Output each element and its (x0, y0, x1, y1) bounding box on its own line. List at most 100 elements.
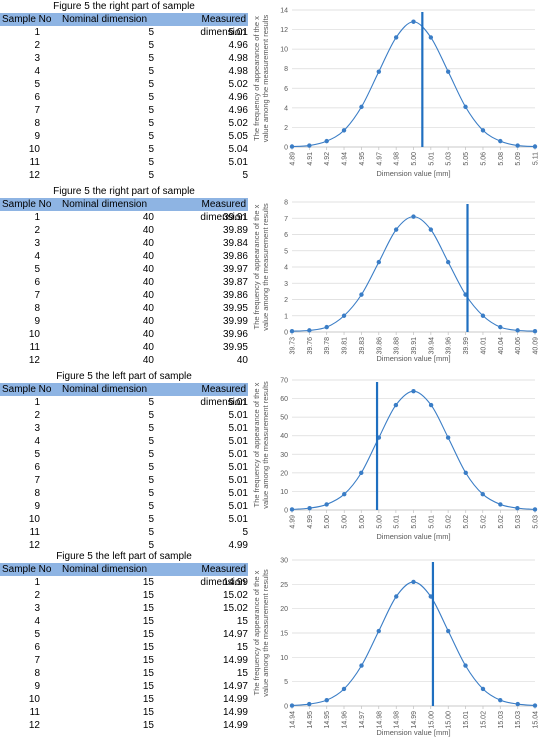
y-axis-title: The frequency of appearance of the x (252, 382, 261, 507)
cell: 5 (148, 462, 154, 473)
chart: 0 5 10 15 20 25 30 14.94 14.95 14.95 14.96 14.97 14.… (250, 550, 550, 741)
table-row: 2 40 39.89 (0, 224, 248, 237)
table: Figure 5 the left part of sample Sample N… (0, 370, 248, 552)
x-tick-label: 40.09 (533, 337, 540, 355)
table-row: 4 5 4.98 (0, 65, 248, 78)
point (515, 701, 520, 707)
y-tick-label: 10 (280, 47, 288, 54)
x-tick-label: 5.01 (411, 515, 418, 529)
y-tick-label: 30 (280, 452, 288, 459)
cell: 4 (34, 616, 40, 627)
table-row: 12 5 4.99 (0, 539, 248, 552)
y-tick-label: 50 (280, 415, 288, 422)
y-tick-label: 8 (284, 66, 288, 73)
x-tick-label: 4.91 (307, 152, 314, 166)
x-tick-label: 39.73 (290, 337, 297, 355)
x-tick-label: 15.00 (428, 711, 435, 729)
cell: 15 (142, 642, 154, 653)
point (532, 507, 538, 512)
table-row: 2 5 4.96 (0, 39, 248, 52)
table-row: 11 5 5 (0, 526, 248, 539)
cell: 2 (34, 40, 40, 51)
y-tick-label: 10 (280, 655, 288, 662)
cell: 5 (34, 449, 40, 460)
x-tick-label: 5.09 (515, 152, 522, 166)
y-tick-label: 60 (280, 396, 288, 403)
cell: 5.01 (228, 514, 248, 525)
point (307, 328, 312, 333)
table-title: Figure 5 the left part of sample (56, 371, 192, 382)
table-title: Figure 5 the right part of sample (53, 186, 195, 197)
cell: 5.01 (228, 157, 248, 168)
table-row: 6 15 15 (0, 641, 248, 654)
cell: 5 (148, 449, 154, 460)
cell: 5.01 (228, 462, 248, 473)
point (341, 686, 347, 692)
y-axis-title: value among the measurement results (261, 381, 270, 509)
y-axis-title: The frequency of appearance of the x (252, 16, 261, 141)
cell: 5 (34, 79, 40, 90)
header-cell: Nominal dimension (62, 564, 148, 575)
point (411, 19, 416, 24)
cell: 14.99 (222, 707, 248, 718)
point (445, 435, 451, 440)
cell: 3 (34, 423, 40, 434)
cell: 15 (142, 577, 154, 588)
x-tick-label: 5.00 (376, 515, 383, 529)
x-tick-label: 15.03 (498, 711, 505, 729)
x-tick-label: 5.11 (533, 152, 540, 165)
point (480, 313, 486, 318)
y-tick-label: 15 (280, 631, 288, 638)
x-tick-label: 5.02 (446, 515, 453, 529)
point (394, 594, 399, 599)
cell: 5 (148, 527, 154, 538)
table-row: 6 40 39.87 (0, 276, 248, 289)
cell: 5.01 (228, 436, 248, 447)
x-tick-label: 14.94 (290, 711, 297, 729)
x-tick-label: 40.06 (515, 337, 522, 355)
cell: 40 (236, 355, 248, 366)
cell: 7 (34, 655, 40, 666)
point (480, 492, 485, 497)
point (393, 227, 399, 232)
y-tick-label: 1 (284, 313, 288, 320)
point (532, 328, 538, 334)
point (376, 628, 381, 634)
cell: 6 (34, 462, 40, 473)
x-tick-label: 5.01 (428, 152, 435, 166)
point (428, 35, 434, 40)
cell: 10 (28, 329, 40, 340)
cell: 39.95 (222, 342, 248, 353)
point (307, 701, 312, 707)
cell: 10 (28, 514, 40, 525)
cell: 40 (142, 238, 154, 249)
x-tick-label: 5.02 (480, 515, 487, 529)
point (446, 628, 451, 634)
x-tick-label: 4.97 (376, 152, 383, 166)
x-tick-label: 14.97 (359, 711, 366, 729)
cell: 5.02 (228, 79, 248, 90)
x-tick-label: 5.08 (498, 152, 505, 166)
table-row: 2 15 15.02 (0, 589, 248, 602)
cell: 39.97 (222, 264, 248, 275)
header-row: Sample No Nominal dimension Measured dimen… (0, 198, 248, 223)
cell: 5.01 (228, 501, 248, 512)
x-axis-title: Dimension value [mm] (376, 728, 450, 737)
table-row: 1 5 5.01 (0, 396, 248, 409)
cell: 4.96 (228, 40, 248, 51)
cell: 15 (142, 629, 154, 640)
cell: 5 (148, 540, 154, 551)
header-row: Sample No Nominal dimension Measured dimen… (0, 13, 248, 38)
point (428, 402, 434, 408)
y-tick-label: 0 (284, 704, 288, 711)
x-axis-title: Dimension value [mm] (376, 169, 450, 178)
table: Figure 5 the right part of sample Sample … (0, 185, 248, 367)
point (480, 686, 486, 692)
table-row: 8 40 39.95 (0, 302, 248, 315)
point (532, 703, 538, 708)
point (498, 138, 503, 144)
cell: 5 (148, 79, 154, 90)
y-tick-label: 30 (280, 558, 288, 565)
table-row: 7 5 5.01 (0, 474, 248, 487)
cell: 15.02 (222, 603, 248, 614)
